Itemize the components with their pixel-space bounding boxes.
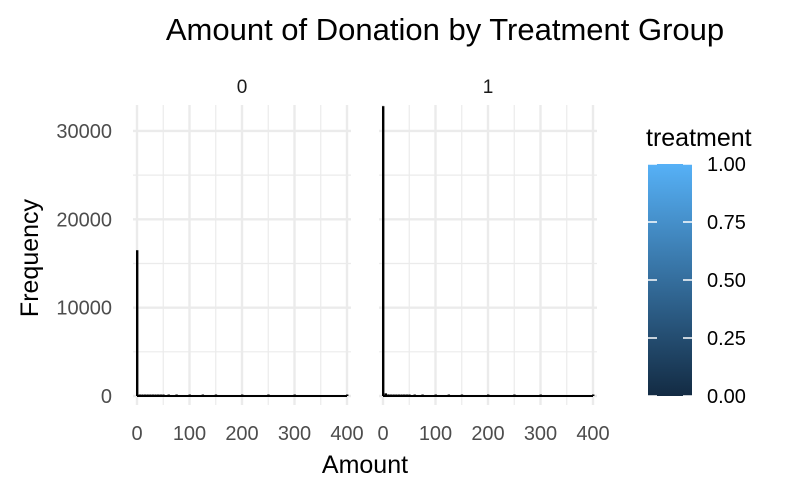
x-tick-label: 400 xyxy=(330,423,363,445)
legend-title: treatment xyxy=(646,124,752,152)
legend-tick-label: 0.75 xyxy=(707,212,746,234)
histogram-bar xyxy=(392,394,395,396)
histogram-bar xyxy=(201,394,205,396)
x-tick-label: 0 xyxy=(131,423,142,445)
histogram-bar xyxy=(421,394,424,396)
histogram-bar xyxy=(267,394,270,396)
x-tick-label: 300 xyxy=(524,423,557,445)
histogram-bar xyxy=(413,394,416,396)
facet-strip-label: 1 xyxy=(483,77,494,98)
facet-strip-label: 0 xyxy=(237,77,248,98)
histogram-bar xyxy=(400,394,403,396)
histogram-bar xyxy=(384,393,388,396)
histogram-bar xyxy=(138,394,142,396)
histogram-bar xyxy=(405,394,409,396)
histogram-bar xyxy=(146,394,149,396)
histogram-bar xyxy=(447,394,451,396)
x-axis-label: Amount xyxy=(322,451,408,479)
histogram-bar xyxy=(143,394,147,396)
histogram-bar xyxy=(151,394,155,396)
histogram-bar xyxy=(346,394,349,396)
x-tick-label: 300 xyxy=(278,423,311,445)
legend-tick-label: 0.25 xyxy=(707,328,746,350)
x-tick-label: 400 xyxy=(576,423,609,445)
histogram-bar xyxy=(539,394,542,396)
histogram-bar xyxy=(159,394,163,396)
x-tick-label: 0 xyxy=(377,423,388,445)
legend-tick-label: 1.00 xyxy=(707,154,746,176)
histogram-bar xyxy=(162,394,165,396)
histogram-bar xyxy=(241,394,244,396)
histogram-bar xyxy=(141,394,144,396)
y-tick-label: 10000 xyxy=(56,298,112,320)
histogram-bar xyxy=(387,394,390,396)
histogram-bar xyxy=(214,394,218,396)
histogram-bar xyxy=(157,394,160,396)
y-axis-label: Frequency xyxy=(16,198,44,317)
histogram-bar xyxy=(175,394,178,396)
histogram-bar xyxy=(136,250,139,396)
histogram-bar xyxy=(395,394,398,396)
histogram-bar xyxy=(397,394,401,396)
x-tick-label: 100 xyxy=(419,423,452,445)
x-tick-label: 200 xyxy=(225,423,258,445)
histogram-bar xyxy=(389,394,393,396)
histogram-bar xyxy=(154,394,157,396)
histogram-bar xyxy=(460,394,464,396)
facet-panel: 1 0 100 200 300 400 xyxy=(377,77,609,445)
facet-panel: 0 0 100 200 300 400 xyxy=(131,77,363,445)
x-tick-label: 200 xyxy=(471,423,504,445)
histogram-bar xyxy=(382,106,385,397)
histogram-bar xyxy=(513,394,516,396)
histogram-bar xyxy=(188,394,191,396)
y-tick-label: 0 xyxy=(101,386,112,408)
color-legend: treatment 0.00 0.25 0.50 0.75 1.00 xyxy=(646,124,752,408)
y-tick-label: 20000 xyxy=(56,209,112,231)
histogram-bar xyxy=(487,394,490,396)
histogram-bar xyxy=(149,394,152,396)
legend-tick-label: 0.50 xyxy=(707,270,746,292)
x-tick-label: 100 xyxy=(173,423,206,445)
y-tick-label: 30000 xyxy=(56,121,112,143)
legend-tick-label: 0.00 xyxy=(707,386,746,408)
histogram-bar xyxy=(167,394,170,396)
histogram-bar xyxy=(403,394,406,396)
histogram-bar xyxy=(408,394,411,396)
histogram-bar xyxy=(434,394,437,396)
chart-title: Amount of Donation by Treatment Group xyxy=(166,12,724,47)
histogram-bar xyxy=(293,394,296,396)
histogram-bar xyxy=(592,394,595,396)
